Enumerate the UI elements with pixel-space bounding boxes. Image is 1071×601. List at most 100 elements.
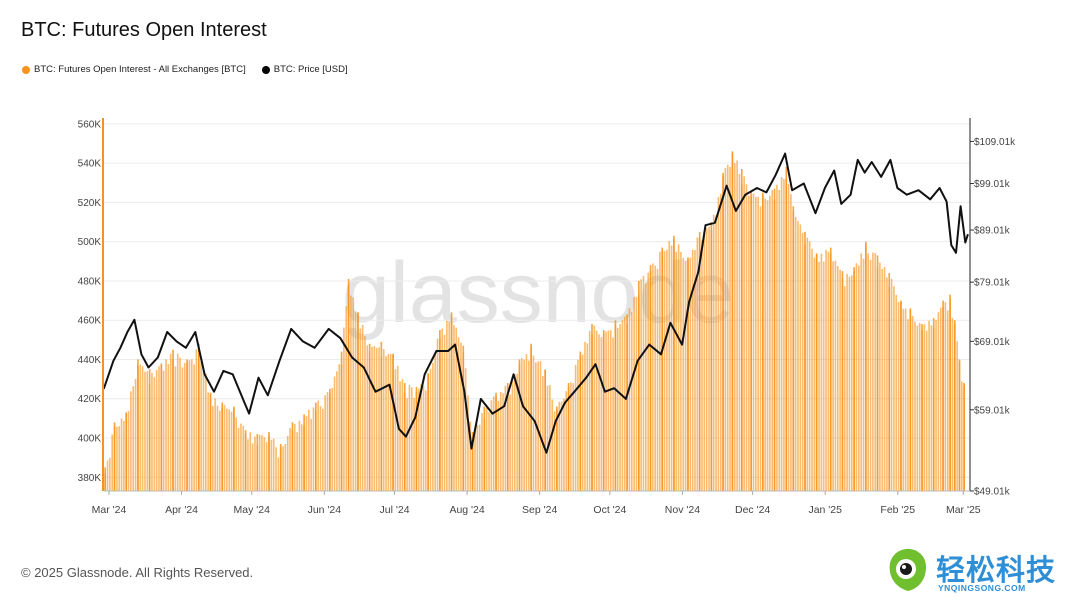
oi-bar [572,383,575,491]
oi-bar [858,265,860,491]
x-tick-label: Oct '24 [593,504,626,516]
oi-bar [843,286,846,491]
oi-bar [792,206,795,491]
oi-bar [471,432,474,491]
oi-bar [485,407,488,491]
oi-bar [738,173,741,491]
legend-item-open-interest[interactable]: BTC: Futures Open Interest - All Exchang… [22,64,246,75]
oi-bar [429,368,432,491]
oi-bar [240,423,242,491]
oi-bar [425,390,427,491]
oi-bar [663,251,666,491]
oi-bar [785,167,788,491]
brand-url: YNQINGSONG.COM [938,583,1026,593]
oi-bar [869,259,872,491]
oi-bar [532,355,535,491]
oi-bar [900,300,902,491]
oi-bar [642,275,645,491]
oi-bar [918,323,921,491]
oi-bar [563,398,565,491]
oi-bar [160,363,163,491]
oi-bar [417,388,420,491]
oi-bar [230,411,233,491]
y-left-tick-label: 500K [78,237,102,248]
oi-bar [527,360,530,491]
oi-bar [652,263,654,491]
oi-bar [183,363,186,491]
oi-bar [286,435,289,491]
oi-bar [937,312,940,491]
oi-bar [598,334,600,491]
oi-bar [715,215,717,492]
oi-bar [439,330,441,491]
oi-bar [343,327,345,491]
oi-bar [839,269,841,491]
oi-bar [120,418,123,491]
oi-bar [860,253,862,491]
oi-bar [764,198,767,492]
oi-bar [710,222,713,491]
oi-bar [476,424,479,491]
oi-bar [666,249,668,491]
oi-bar [600,337,603,491]
oi-bar [684,260,687,491]
leaf-logo-icon [889,548,926,591]
oi-bar [204,373,207,491]
oi-bar [284,443,287,491]
oi-bar [436,338,439,491]
oi-bar [696,237,699,491]
oi-bar [179,357,181,491]
oi-bar [960,381,963,491]
oi-bar [427,373,429,491]
oi-bar [670,245,673,491]
oi-bar [806,237,809,491]
y-left-tick-label: 440K [78,355,102,366]
oi-bar [270,439,273,491]
oi-bar [481,413,483,491]
oi-bar [455,327,458,491]
oi-bar [130,391,132,491]
oi-bar [340,351,343,491]
oi-bar [680,251,682,491]
oi-bar [649,265,652,491]
oi-bar [446,320,448,491]
oi-bar [228,409,231,491]
oi-bar [881,268,884,491]
oi-bar [141,366,144,491]
oi-bar [314,402,317,491]
oi-bar [836,265,839,491]
oi-bar [410,387,413,491]
oi-bar [333,376,336,491]
oi-bar [584,341,586,491]
oi-bar [214,398,216,491]
oi-bar [595,330,598,491]
oi-bar [776,184,778,491]
oi-bar [883,266,886,491]
oi-bar [827,251,830,491]
oi-bar [637,280,640,491]
oi-bar [743,176,745,492]
oi-bar [911,316,914,491]
chart-legend: BTC: Futures Open Interest - All Exchang… [22,64,348,75]
oi-bar [724,167,727,491]
oi-bar [261,435,263,491]
oi-bar [752,193,755,491]
oi-bar [382,348,385,491]
oi-bar [329,388,331,491]
y-left-tick-label: 420K [78,394,102,405]
oi-bar [116,426,118,491]
oi-bar [237,427,240,491]
oi-bar [139,364,142,491]
x-tick-label: Aug '24 [449,504,484,516]
oi-bar [626,314,628,491]
oi-bar [249,432,252,491]
oi-bar [186,359,188,491]
oi-bar [394,369,397,491]
oi-bar [495,392,497,491]
oi-bar [254,436,256,491]
legend-item-price[interactable]: BTC: Price [USD] [261,64,348,75]
y-left-tick-label: 520K [78,198,102,209]
oi-bar [272,438,275,491]
oi-bar [247,439,249,491]
oi-bar [794,216,797,491]
